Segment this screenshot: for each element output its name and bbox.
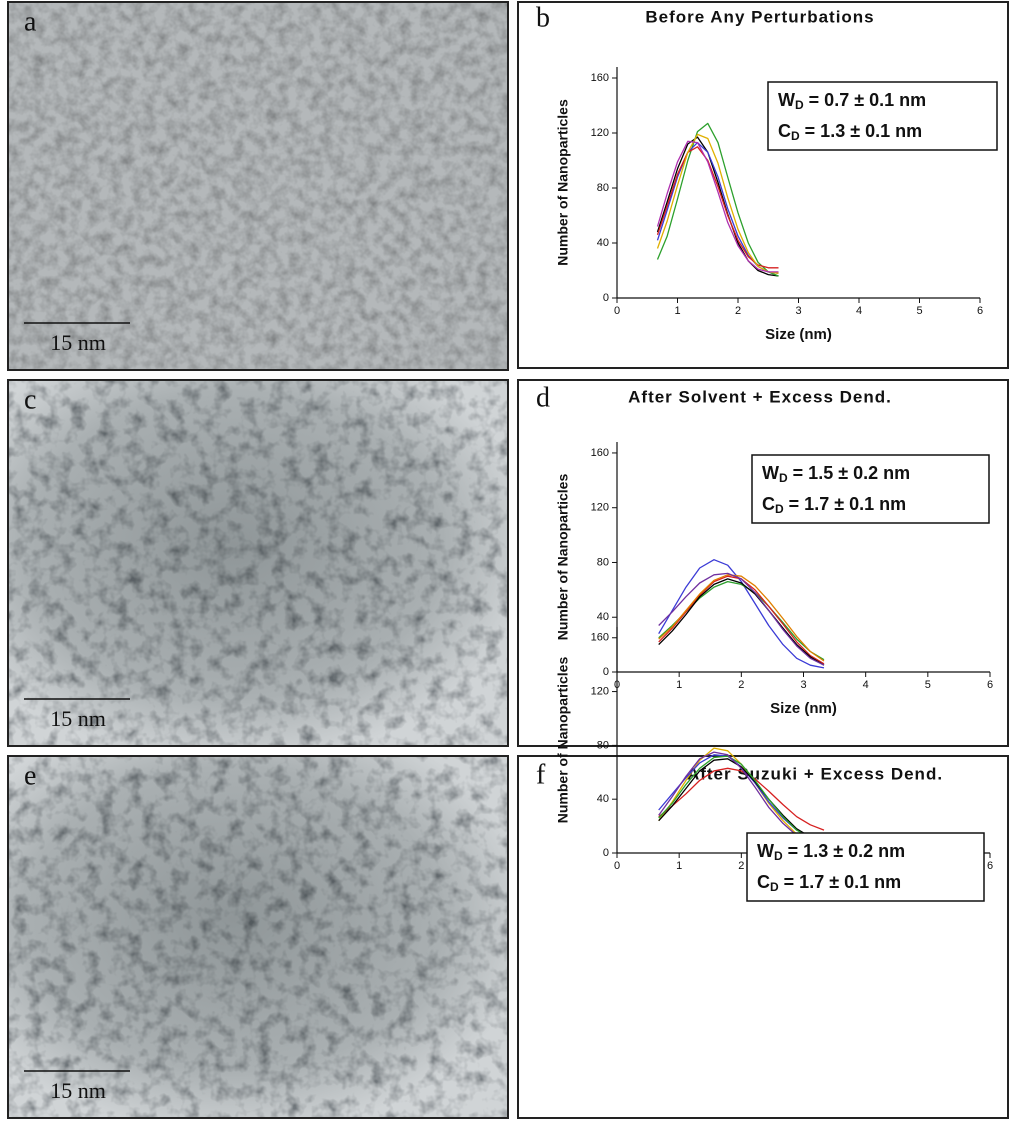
annotation-text: = 1.7 ± 0.1 nm (784, 872, 901, 892)
series-line (658, 755, 825, 843)
annotation-symbol: W (762, 463, 779, 483)
annotation: CD = 1.7 ± 0.1 nm (762, 494, 906, 516)
tem-image (8, 2, 508, 370)
x-tick-label: 4 (856, 305, 862, 317)
y-tick-label: 80 (597, 556, 609, 568)
y-tick-label: 160 (591, 447, 609, 459)
chart-frame (517, 379, 1009, 747)
y-tick-label: 0 (603, 847, 609, 859)
image-frame (7, 379, 509, 747)
y-tick-label: 160 (591, 632, 609, 644)
annotation: WD = 1.3 ± 0.2 nm (757, 841, 905, 863)
y-tick-label: 80 (597, 739, 609, 751)
series-line (656, 140, 779, 273)
annotation-subscript: D (791, 129, 800, 143)
annotation: WD = 0.7 ± 0.1 nm (778, 90, 926, 112)
annotation-symbol: W (778, 90, 795, 110)
x-tick-label: 4 (863, 679, 869, 691)
x-axis-label: Size (nm) (770, 700, 837, 717)
annotation-subscript: D (770, 880, 779, 894)
annotation: CD = 1.3 ± 0.1 nm (778, 121, 922, 143)
series-line (656, 122, 779, 277)
y-tick-label: 0 (603, 666, 609, 678)
x-tick-label: 1 (674, 305, 680, 317)
chart-frame (517, 1, 1009, 369)
x-tick-label: 0 (614, 860, 620, 872)
series-line (658, 578, 825, 666)
series-line (658, 758, 825, 842)
series-line (658, 767, 825, 831)
series-line (658, 574, 825, 662)
y-axis-label: Number of Nanoparticles (555, 657, 571, 824)
annotation-box (751, 454, 990, 524)
y-tick-label: 120 (591, 502, 609, 514)
y-tick-label: 160 (591, 72, 609, 84)
y-tick-label: 120 (591, 685, 609, 697)
image-frame (7, 755, 509, 1119)
x-tick-label: 2 (738, 679, 744, 691)
chart-frame (517, 755, 1009, 1119)
panel-label: c (24, 384, 36, 415)
image-frame (7, 1, 509, 371)
chart-title: After Solvent + Excess Dend. (628, 387, 892, 406)
annotation-symbol: C (762, 494, 775, 514)
scale-bar-label: 15 nm (50, 1078, 106, 1103)
annotation-subscript: D (779, 471, 788, 485)
x-tick-label: 1 (676, 679, 682, 691)
x-tick-label: 0 (614, 305, 620, 317)
panel-label: b (536, 2, 550, 33)
annotation-text: = 0.7 ± 0.1 nm (809, 90, 926, 110)
annotation: CD = 1.7 ± 0.1 nm (757, 872, 901, 894)
annotation-box (746, 832, 985, 902)
x-tick-label: 2 (735, 305, 741, 317)
series-line (656, 136, 779, 277)
annotation-symbol: C (778, 121, 791, 141)
scale-bar-label: 15 nm (50, 330, 106, 355)
annotation-box (767, 81, 998, 151)
y-tick-label: 0 (603, 292, 609, 304)
chart-title: After Suzuki + Excess Dend. (687, 764, 943, 783)
x-tick-label: 5 (916, 305, 922, 317)
annotation-subscript: D (775, 502, 784, 516)
annotation-subscript: D (795, 98, 804, 112)
series-line (658, 559, 825, 669)
annotation-text: = 1.7 ± 0.1 nm (789, 494, 906, 514)
y-tick-label: 40 (597, 611, 609, 623)
y-tick-label: 80 (597, 182, 609, 194)
y-tick-label: 40 (597, 237, 609, 249)
x-tick-label: 6 (977, 305, 983, 317)
tem-image (8, 756, 508, 1118)
series-line (656, 133, 779, 274)
annotation-symbol: W (757, 841, 774, 861)
annotation-symbol: C (757, 872, 770, 892)
y-axis-label: Number of Nanoparticles (555, 99, 571, 266)
series-line (658, 572, 825, 666)
annotation-subscript: D (774, 849, 783, 863)
panel-label: d (536, 382, 550, 413)
series-line (656, 146, 779, 269)
chart-title: Before Any Perturbations (645, 7, 874, 26)
panel-label: e (24, 760, 36, 791)
panel-label: a (24, 6, 37, 37)
tem-image (8, 380, 508, 746)
y-tick-label: 40 (597, 793, 609, 805)
panel-label: f (536, 759, 546, 790)
x-tick-label: 3 (795, 305, 801, 317)
x-axis-label: Size (nm) (765, 326, 832, 343)
annotation-text: = 1.3 ± 0.2 nm (788, 841, 905, 861)
x-tick-label: 5 (925, 679, 931, 691)
y-axis-label: Number of Nanoparticles (555, 474, 571, 641)
y-tick-label: 120 (591, 127, 609, 139)
x-tick-label: 6 (987, 679, 993, 691)
x-tick-label: 1 (676, 860, 682, 872)
annotation-text: = 1.3 ± 0.1 nm (805, 121, 922, 141)
annotation-text: = 1.5 ± 0.2 nm (793, 463, 910, 483)
annotation: WD = 1.5 ± 0.2 nm (762, 463, 910, 485)
x-tick-label: 2 (738, 860, 744, 872)
x-tick-label: 6 (987, 860, 993, 872)
x-tick-label: 3 (800, 679, 806, 691)
scale-bar-label: 15 nm (50, 706, 106, 731)
